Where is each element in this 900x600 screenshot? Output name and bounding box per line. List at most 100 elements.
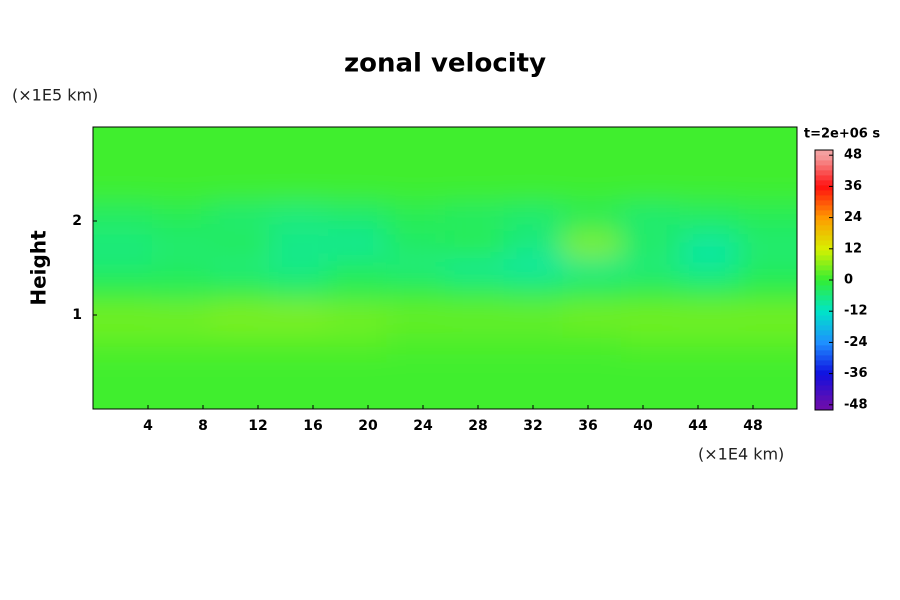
cell <box>269 352 329 382</box>
colorbar-tick-label: 0 <box>844 273 853 288</box>
cell <box>386 303 446 328</box>
cell <box>210 352 270 382</box>
cell <box>151 164 211 203</box>
cell <box>738 127 797 166</box>
cell <box>621 380 681 409</box>
cell <box>738 326 797 354</box>
cell <box>679 127 739 166</box>
y-unit: (×1E5 km) <box>12 86 98 105</box>
cell <box>738 380 797 409</box>
cell <box>738 279 797 304</box>
cell <box>562 326 622 354</box>
colorbar-swatch <box>815 310 833 316</box>
cell <box>327 127 387 166</box>
cell <box>445 232 505 257</box>
colorbar-title: t=2e+06 s <box>804 127 880 142</box>
cell <box>327 279 387 304</box>
cell <box>210 202 270 234</box>
cell <box>93 380 153 409</box>
cell <box>445 256 505 281</box>
cell <box>679 326 739 354</box>
colorbar-tick-label: -36 <box>844 366 868 381</box>
cell <box>93 164 153 203</box>
cell <box>503 202 563 234</box>
cell <box>93 202 153 234</box>
cell <box>327 303 387 328</box>
colorbar-tick-label: -24 <box>844 335 868 350</box>
cell <box>562 232 622 257</box>
cell <box>93 326 153 354</box>
colorbar-swatch <box>815 405 833 411</box>
colorbar-swatch <box>815 175 833 181</box>
x-tick-label: 44 <box>688 418 708 434</box>
cell <box>269 256 329 281</box>
colorbar-swatch <box>815 300 833 306</box>
cell <box>679 380 739 409</box>
colorbar-tick-label: 24 <box>844 210 862 225</box>
colorbar-swatch <box>815 355 833 361</box>
colorbar-swatch <box>815 385 833 391</box>
cell <box>386 202 446 234</box>
colorbar-swatch <box>815 295 833 301</box>
colorbar-swatch <box>815 160 833 166</box>
cell <box>210 326 270 354</box>
field <box>93 127 797 409</box>
cell <box>621 256 681 281</box>
cell <box>679 352 739 382</box>
x-tick-label: 12 <box>248 418 267 434</box>
colorbar-swatch <box>815 250 833 256</box>
y-tick-label: 2 <box>72 213 82 229</box>
cell <box>93 303 153 328</box>
cell <box>562 303 622 328</box>
cell <box>93 256 153 281</box>
colorbar-tick-label: 48 <box>844 148 862 163</box>
cell <box>738 232 797 257</box>
cell <box>621 303 681 328</box>
cell <box>445 279 505 304</box>
colorbar-tick-label: 36 <box>844 179 862 194</box>
cell <box>445 352 505 382</box>
cell <box>503 380 563 409</box>
cell <box>445 326 505 354</box>
colorbar-swatch <box>815 150 833 156</box>
cell <box>210 380 270 409</box>
colorbar-swatch <box>815 390 833 396</box>
colorbar-swatch <box>815 365 833 371</box>
cell <box>93 352 153 382</box>
cell <box>562 256 622 281</box>
cell <box>679 256 739 281</box>
cell <box>386 352 446 382</box>
cell <box>151 380 211 409</box>
cell <box>386 326 446 354</box>
cell <box>621 127 681 166</box>
cell <box>151 232 211 257</box>
cell <box>93 127 153 166</box>
cell <box>445 127 505 166</box>
colorbar-swatch <box>815 180 833 186</box>
cell <box>327 326 387 354</box>
colorbar-swatch <box>815 195 833 201</box>
x-tick-label: 20 <box>358 418 378 434</box>
cell <box>445 303 505 328</box>
cell <box>151 279 211 304</box>
cell <box>503 127 563 166</box>
x-tick-label: 48 <box>743 418 762 434</box>
cell <box>738 352 797 382</box>
y-tick-label: 1 <box>72 307 82 323</box>
cell <box>151 127 211 166</box>
colorbar-swatch <box>815 360 833 366</box>
colorbar-tick-label: 12 <box>844 241 862 256</box>
cell <box>621 279 681 304</box>
colorbar-swatch <box>815 205 833 211</box>
colorbar-swatch <box>815 230 833 236</box>
cell <box>151 326 211 354</box>
x-tick-label: 8 <box>198 418 208 434</box>
cell <box>327 352 387 382</box>
colorbar-swatch <box>815 190 833 196</box>
colorbar-swatch <box>815 335 833 341</box>
cell <box>562 164 622 203</box>
cell <box>327 232 387 257</box>
cell <box>386 164 446 203</box>
colorbar-swatch <box>815 270 833 276</box>
cell <box>93 279 153 304</box>
